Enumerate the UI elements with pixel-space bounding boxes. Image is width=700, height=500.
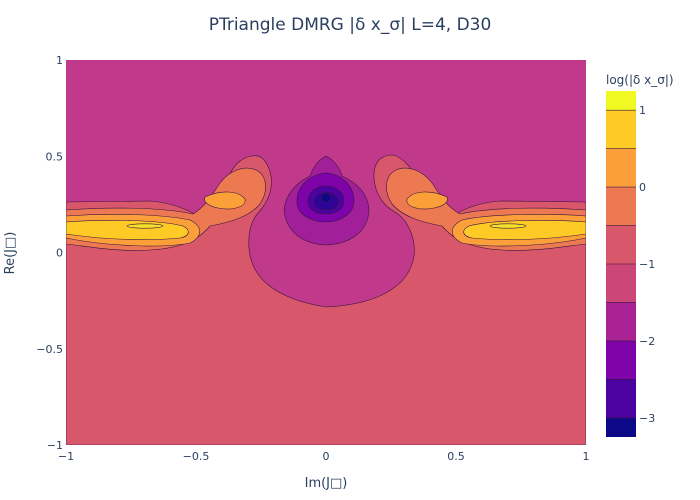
region-right-lobe-peak — [489, 223, 527, 229]
colorbar-tick-label: 1 — [639, 104, 646, 117]
y-tick-label: −1 — [47, 439, 63, 452]
colorbar-tick-label: −2 — [639, 335, 655, 348]
colorbar-band — [606, 110, 636, 149]
x-tick-label: −1 — [58, 450, 74, 463]
colorbar-title: log(|δ x_σ|) — [606, 73, 674, 87]
x-axis: −1 −0.5 0 0.5 1 — [58, 450, 590, 463]
region-left-lobe-peak — [126, 223, 164, 229]
colorbar: 1 0 −1 −2 −3 — [606, 91, 655, 437]
colorbar-band — [606, 379, 636, 418]
colorbar-band — [606, 91, 636, 111]
colorbar-tick-label: 0 — [639, 181, 646, 194]
y-tick-label: 1 — [56, 54, 63, 67]
colorbar-band — [606, 417, 636, 437]
x-tick-label: 1 — [583, 450, 590, 463]
y-tick-label: 0 — [56, 247, 63, 260]
region-center-minimum — [321, 193, 331, 203]
colorbar-tick-label: −1 — [639, 258, 655, 271]
colorbar-band — [606, 187, 636, 226]
region-left-lobe-band-2 — [204, 191, 246, 210]
region-right-lobe-band-2 — [406, 191, 448, 210]
y-axis-label: Re(J□) — [3, 232, 18, 275]
plot-area — [66, 60, 586, 445]
colorbar-tick-label: −3 — [639, 412, 655, 425]
x-axis-label: Im(J□) — [305, 476, 348, 491]
x-tick-label: −0.5 — [183, 450, 210, 463]
colorbar-band — [606, 302, 636, 341]
y-tick-label: −0.5 — [36, 343, 63, 356]
colorbar-band — [606, 264, 636, 303]
y-axis: −1 −0.5 0 0.5 1 — [36, 54, 63, 452]
y-tick-label: 0.5 — [46, 150, 64, 163]
chart-title: PTriangle DMRG |δ x_σ| L=4, D30 — [209, 15, 492, 35]
x-tick-label: 0 — [323, 450, 330, 463]
colorbar-band — [606, 148, 636, 188]
colorbar-band — [606, 225, 636, 264]
colorbar-band — [606, 340, 636, 380]
x-tick-label: 0.5 — [447, 450, 465, 463]
